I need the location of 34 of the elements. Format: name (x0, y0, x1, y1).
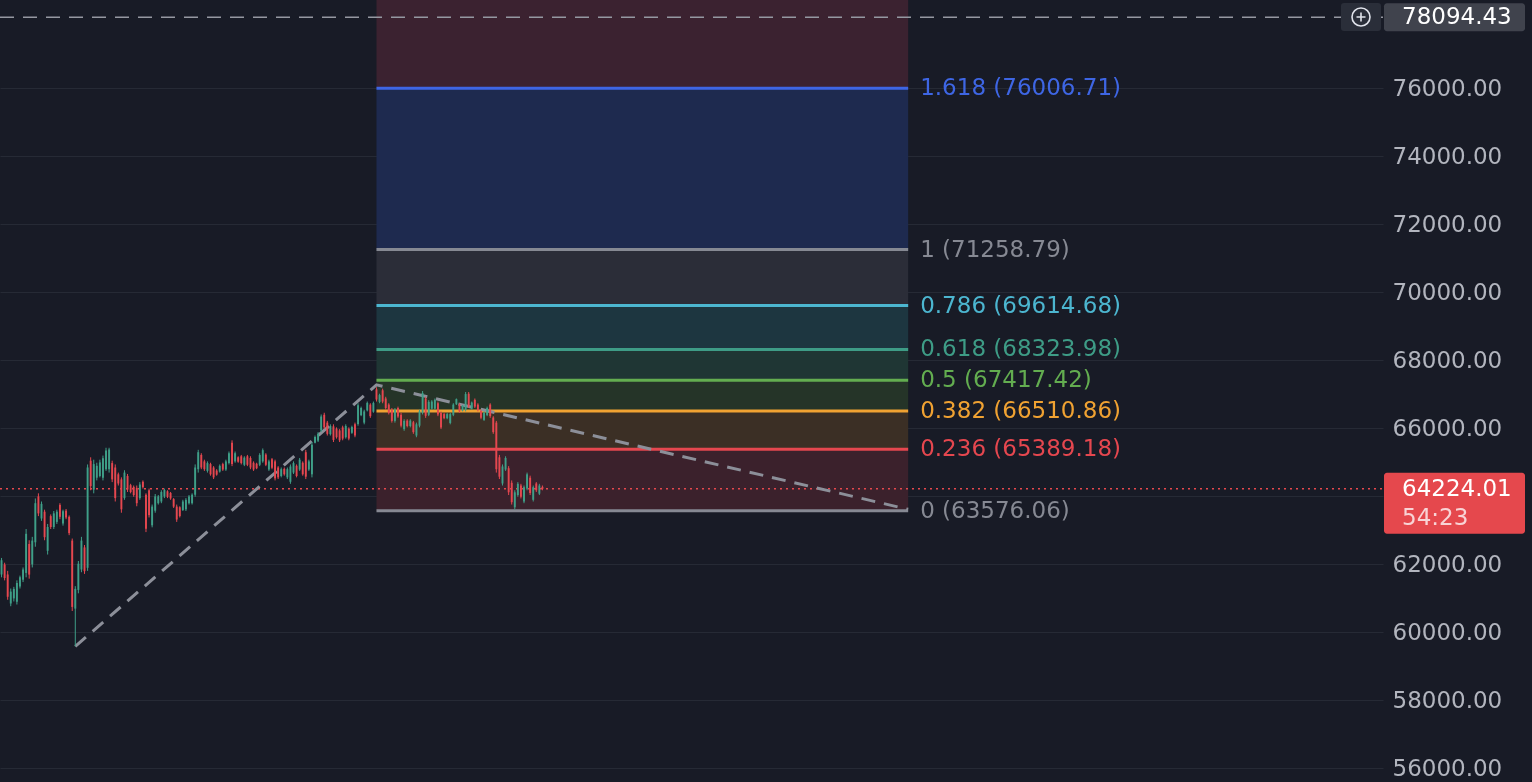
y-tick-label: 62000.00 (1392, 550, 1503, 577)
y-tick-label: 60000.00 (1392, 618, 1503, 645)
ref-line-label: 1 (71258.79) (920, 235, 1070, 262)
candlestick (424, 396, 427, 419)
candlestick (421, 390, 424, 415)
y-tick-label: 58000.00 (1392, 686, 1503, 713)
candlestick (145, 492, 147, 533)
candlestick (357, 402, 359, 427)
candlestick (231, 439, 233, 467)
y-tick-label: 72000.00 (1392, 210, 1503, 237)
ref-line-label: 0.786 (69614.68) (920, 291, 1122, 318)
y-tick-label: 66000.00 (1392, 414, 1503, 441)
candlestick (289, 463, 292, 485)
candlestick (108, 447, 111, 474)
candlestick (58, 502, 61, 520)
candlestick (354, 422, 356, 438)
candlestick (37, 492, 40, 517)
y-tick-label: 56000.00 (1392, 754, 1503, 781)
candlestick (62, 509, 64, 527)
ref-line-label: 0 (63576.06) (920, 496, 1070, 523)
y-tick-label: 68000.00 (1392, 346, 1503, 373)
candlestick (46, 523, 49, 556)
y-tick-label: 74000.00 (1392, 142, 1503, 169)
ref-line-label: 1.618 (76006.71) (920, 74, 1122, 101)
ref-line-label: 0.382 (66510.86) (920, 397, 1122, 424)
text: 54:23 (1402, 503, 1469, 530)
ref-line-label: 0.236 (65389.18) (920, 435, 1122, 462)
ref-line-label: 0.5 (67417.42) (920, 366, 1092, 393)
y-tick-label: 76000.00 (1392, 74, 1503, 101)
ref-line-label: 64224.01 (1402, 474, 1512, 501)
ref-line-label: 78094.43 (1402, 3, 1512, 30)
y-tick-label: 70000.00 (1392, 278, 1503, 305)
candlestick (483, 410, 485, 422)
ref-line-label: 0.618 (68323.98) (920, 335, 1122, 362)
